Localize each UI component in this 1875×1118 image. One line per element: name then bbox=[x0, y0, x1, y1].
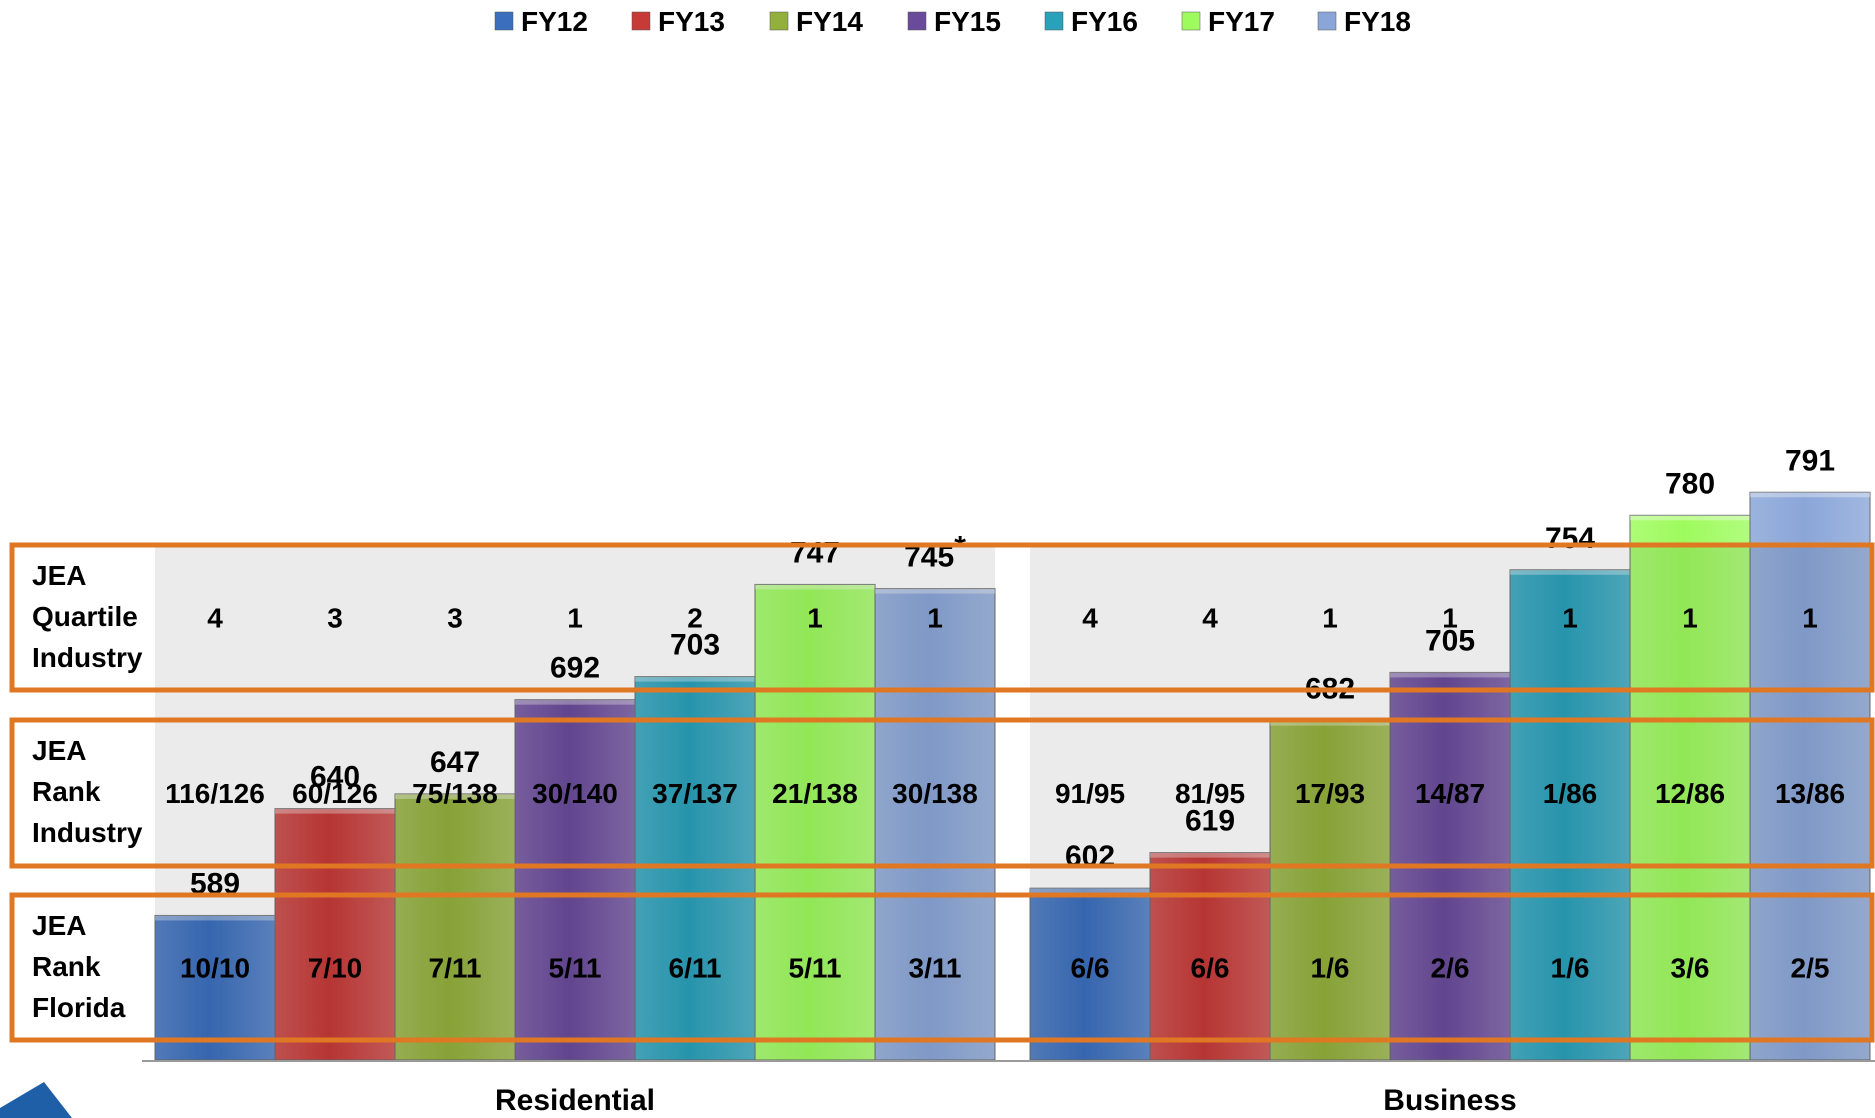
row-3-cell-fy17-residential: 5/11 bbox=[789, 953, 842, 984]
row-3-cell-fy12-business: 6/6 bbox=[1071, 953, 1110, 984]
bar-fy12-residential bbox=[154, 914, 276, 1061]
row-2-cell-fy12-business: 91/95 bbox=[1055, 778, 1125, 809]
legend-swatch-fy14 bbox=[769, 11, 789, 31]
value-label-fy16-business: 754 bbox=[1545, 522, 1595, 555]
chart-legend: FY12 FY13 FY14 FY15 FY16 FY17 FY18 bbox=[494, 6, 1411, 37]
bar-fy14-business bbox=[1269, 720, 1391, 1061]
row-1-cell-fy15-residential: 1 bbox=[567, 603, 583, 634]
row-3-cell-fy13-residential: 7/10 bbox=[308, 953, 363, 984]
row-2-cell-fy17-residential: 21/138 bbox=[772, 778, 858, 809]
row-1-cell-fy18-residential: 1 bbox=[927, 603, 943, 634]
value-label-fy16-residential: 703 bbox=[670, 629, 720, 662]
row-box-3 bbox=[9, 892, 1875, 1043]
row-2-cell-fy16-residential: 37/137 bbox=[652, 778, 738, 809]
row-2-cell-fy14-business: 17/93 bbox=[1295, 778, 1365, 809]
row-3-cell-fy16-business: 1/6 bbox=[1551, 953, 1590, 984]
row-1-cell-fy16-residential: 2 bbox=[687, 603, 703, 634]
row-box-2 bbox=[9, 717, 1875, 869]
legend-label-fy18: FY18 bbox=[1344, 6, 1411, 37]
row-label-1-line-2: Quartile bbox=[32, 601, 138, 632]
bar-fy14-residential bbox=[394, 793, 516, 1061]
row-2-cell-fy16-business: 1/86 bbox=[1543, 778, 1598, 809]
legend-swatch-fy16 bbox=[1044, 11, 1064, 31]
row-label-2-line-1: JEA bbox=[32, 735, 86, 766]
legend-swatch-fy17 bbox=[1181, 11, 1201, 31]
bar-fy13-business bbox=[1149, 852, 1271, 1061]
bar-fy15-residential bbox=[514, 699, 636, 1061]
x-axis: Residential Business bbox=[142, 1060, 1875, 1117]
value-label-fy13-business: 619 bbox=[1185, 805, 1235, 838]
row-box-1 bbox=[9, 542, 1875, 693]
row-1-cell-fy13-business: 4 bbox=[1202, 603, 1218, 634]
value-label-fy13-residential: 640 bbox=[310, 761, 360, 794]
row-1-cell-fy14-business: 1 bbox=[1322, 603, 1338, 634]
row-3-cell-fy12-residential: 10/10 bbox=[180, 953, 250, 984]
row-1-cell-fy18-business: 1 bbox=[1802, 603, 1818, 634]
legend-swatch-fy18 bbox=[1317, 11, 1337, 31]
bar-fy17-residential bbox=[754, 583, 876, 1061]
legend-label-fy14: FY14 bbox=[796, 6, 863, 37]
logo-fragment bbox=[0, 1082, 72, 1118]
row-1-cell-fy14-residential: 3 bbox=[447, 603, 463, 634]
bar-fy16-business bbox=[1509, 569, 1631, 1061]
row-2-cell-fy12-residential: 116/126 bbox=[165, 778, 265, 809]
row-2-cell-fy17-business: 12/86 bbox=[1655, 778, 1725, 809]
legend-swatch-fy13 bbox=[631, 11, 651, 31]
row-2-cell-fy14-residential: 75/138 bbox=[412, 778, 498, 809]
row-1-cell-fy12-business: 4 bbox=[1082, 603, 1098, 634]
row-2-cell-fy18-residential: 30/138 bbox=[892, 778, 978, 809]
row-label-2-line-3: Industry bbox=[32, 817, 143, 848]
bars-layer bbox=[154, 491, 1871, 1061]
row-2-cell-fy13-business: 81/95 bbox=[1175, 778, 1245, 809]
row-label-1-line-1: JEA bbox=[32, 560, 86, 591]
bar-fy18-residential bbox=[874, 588, 996, 1061]
category-label-residential: Residential bbox=[495, 1084, 655, 1117]
bar-fy18-business bbox=[1749, 491, 1871, 1061]
row-1-cell-fy13-residential: 3 bbox=[327, 603, 343, 634]
row-2-cell-fy15-business: 14/87 bbox=[1415, 778, 1485, 809]
value-label-fy17-residential: 747 bbox=[790, 536, 840, 569]
row-3-cell-fy16-residential: 6/11 bbox=[669, 953, 722, 984]
value-label-fy15-business: 705 bbox=[1425, 624, 1475, 657]
row-3-cell-fy14-residential: 7/11 bbox=[429, 953, 482, 984]
row-label-1-line-3: Industry bbox=[32, 642, 143, 673]
bar-fy17-business bbox=[1629, 514, 1751, 1061]
table-rows-layer: JEA Quartile Industry 4 4 3 4 3 1 1 1 2 1 1 1 1 1 JEA Rank… bbox=[9, 542, 1875, 1043]
row-3-cell-fy17-business: 3/6 bbox=[1671, 953, 1710, 984]
value-label-fy14-residential: 647 bbox=[430, 746, 480, 779]
legend-swatch-fy12 bbox=[494, 11, 514, 31]
row-3-cell-fy13-business: 6/6 bbox=[1191, 953, 1230, 984]
legend-label-fy17: FY17 bbox=[1208, 6, 1275, 37]
row-3-cell-fy14-business: 1/6 bbox=[1311, 953, 1350, 984]
row-2-cell-fy18-business: 13/86 bbox=[1775, 778, 1845, 809]
row-3-cell-fy15-residential: 5/11 bbox=[549, 953, 602, 984]
legend-label-fy15: FY15 bbox=[934, 6, 1001, 37]
category-label-business: Business bbox=[1383, 1084, 1516, 1117]
legend-label-fy13: FY13 bbox=[658, 6, 725, 37]
value-label-fy17-business: 780 bbox=[1665, 467, 1715, 500]
row-1-cell-fy17-business: 1 bbox=[1682, 603, 1698, 634]
row-1-cell-fy16-business: 1 bbox=[1562, 603, 1578, 634]
legend-label-fy16: FY16 bbox=[1071, 6, 1138, 37]
row-1-cell-fy17-residential: 1 bbox=[807, 603, 823, 634]
legend-swatch-fy15 bbox=[907, 11, 927, 31]
row-label-3-line-2: Rank bbox=[32, 951, 101, 982]
row-2-cell-fy15-residential: 30/140 bbox=[532, 778, 618, 809]
row-1-cell-fy15-business: 1 bbox=[1442, 603, 1458, 634]
row-label-3-line-3: Florida bbox=[32, 992, 126, 1023]
row-2-cell-fy13-residential: 60/126 bbox=[292, 778, 378, 809]
legend-label-fy12: FY12 bbox=[521, 6, 588, 37]
row-label-2-line-2: Rank bbox=[32, 776, 101, 807]
value-label-fy15-residential: 692 bbox=[550, 652, 600, 685]
row-3-cell-fy15-business: 2/6 bbox=[1431, 953, 1470, 984]
bar-fy13-residential bbox=[274, 808, 396, 1061]
row-label-3-line-1: JEA bbox=[32, 910, 86, 941]
row-1-cell-fy12-residential: 4 bbox=[207, 603, 223, 634]
row-3-cell-fy18-residential: 3/11 bbox=[909, 953, 962, 984]
row-3-cell-fy18-business: 2/5 bbox=[1791, 953, 1830, 984]
value-label-fy18-business: 791 bbox=[1785, 444, 1835, 477]
